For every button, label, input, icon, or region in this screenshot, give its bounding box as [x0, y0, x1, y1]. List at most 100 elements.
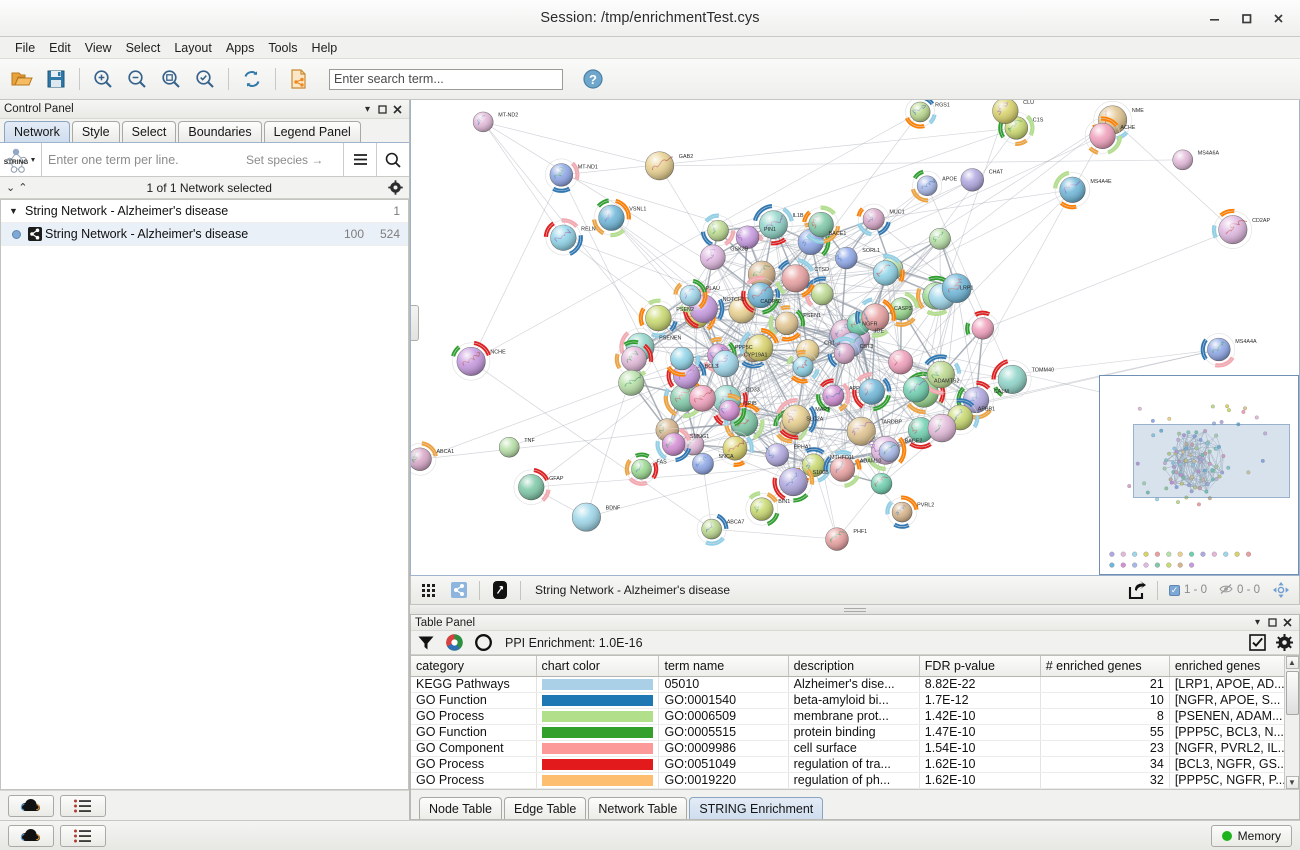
graph-node[interactable]: [1172, 149, 1194, 171]
graph-node[interactable]: [927, 413, 957, 443]
network-overview-panel[interactable]: [1099, 375, 1299, 575]
graph-node[interactable]: [543, 218, 583, 256]
table-row[interactable]: KEGG Pathways 05010 Alzheimer's dise... 8.8…: [411, 676, 1299, 693]
graph-node[interactable]: [888, 349, 914, 375]
network-view[interactable]: MT-ND2 MT-ND1 VSNL1 GAB2 RGS1 C1S CLU NME APOE CH…: [410, 100, 1300, 576]
zoom-fit-selected-icon[interactable]: [189, 63, 221, 95]
draw-mode-icon[interactable]: [486, 579, 514, 602]
tree-row-network[interactable]: String Network - Alzheimer's disease 100…: [1, 223, 408, 246]
maximize-button[interactable]: [1230, 6, 1262, 32]
network-tree[interactable]: ▼ String Network - Alzheimer's disease 1: [0, 199, 409, 790]
graph-node[interactable]: [786, 349, 820, 384]
table-row[interactable]: GO Process GO:0006509 membrane prot... 1.42…: [411, 708, 1299, 725]
string-logo-icon[interactable]: STRING: [0, 143, 42, 176]
graph-node[interactable]: [1053, 170, 1091, 210]
table-row[interactable]: GO Process GO:0033619membrane prot...1.93…: [411, 788, 1299, 789]
checkbox-icon[interactable]: [1249, 634, 1266, 651]
graph-node[interactable]: [846, 416, 876, 446]
table-body[interactable]: KEGG Pathways 05010 Alzheimer's dise... 8.8…: [411, 676, 1299, 789]
graph-node[interactable]: [745, 491, 780, 526]
table-row[interactable]: GO Process GO:0019220 regulation of ph... 1…: [411, 772, 1299, 789]
graph-node[interactable]: [728, 296, 756, 324]
tab-style[interactable]: Style: [71, 121, 120, 142]
search-input[interactable]: [334, 72, 558, 86]
column-enriched-genes[interactable]: enriched genes: [1169, 656, 1299, 677]
menu-file[interactable]: File: [15, 40, 36, 55]
donut-chart-icon[interactable]: [474, 633, 493, 652]
overview-viewport-rect[interactable]: [1133, 424, 1290, 498]
list-icon[interactable]: [60, 824, 106, 847]
export-network-icon[interactable]: [283, 63, 315, 95]
graph-node[interactable]: [804, 276, 839, 310]
export-image-icon[interactable]: [1123, 579, 1151, 602]
graph-node[interactable]: [513, 467, 551, 505]
cloud-icon[interactable]: [8, 824, 54, 847]
graph-node[interactable]: [718, 431, 754, 467]
graph-node[interactable]: [753, 203, 794, 246]
graph-node[interactable]: [765, 443, 789, 467]
table-row[interactable]: GO Process GO:0051049 regulation of tra...…: [411, 756, 1299, 773]
table-row[interactable]: GO Function GO:0005515 protein binding 1.47…: [411, 724, 1299, 741]
graph-node[interactable]: [992, 100, 1019, 124]
scroll-up-arrow[interactable]: ▲: [1285, 656, 1299, 670]
menu-edit[interactable]: Edit: [49, 40, 71, 55]
graph-node[interactable]: [825, 527, 849, 551]
expand-all-icon[interactable]: ⌃: [18, 182, 28, 194]
graph-node[interactable]: [816, 378, 851, 413]
chevron-down-icon[interactable]: ▾: [364, 103, 371, 115]
graph-node[interactable]: [904, 100, 937, 129]
graph-node[interactable]: [852, 372, 892, 412]
graph-node[interactable]: [545, 158, 580, 193]
close-icon[interactable]: [390, 102, 405, 117]
string-term-input-container[interactable]: Set species →: [42, 143, 343, 176]
graph-node[interactable]: [885, 495, 919, 529]
graph-node[interactable]: [739, 327, 779, 367]
graph-node[interactable]: [870, 473, 893, 495]
network-canvas[interactable]: MT-ND2 MT-ND1 VSNL1 GAB2 RGS1 C1S CLU NME APOE CH…: [411, 100, 1299, 575]
graph-node[interactable]: [692, 453, 714, 475]
graph-node[interactable]: [571, 502, 601, 532]
graph-node[interactable]: [1211, 208, 1252, 249]
scrollbar-thumb[interactable]: [1285, 671, 1299, 716]
tab-node-table[interactable]: Node Table: [419, 797, 503, 819]
graph-node[interactable]: [747, 260, 776, 289]
chevron-down-icon[interactable]: ▾: [1254, 617, 1261, 628]
filter-icon[interactable]: [417, 634, 435, 652]
graph-node[interactable]: [998, 111, 1035, 146]
graph-node[interactable]: [835, 246, 858, 270]
grid-view-icon[interactable]: [415, 579, 443, 602]
graph-node[interactable]: [823, 450, 862, 488]
zoom-fit-network-icon[interactable]: [155, 63, 187, 95]
cloud-icon[interactable]: [8, 794, 54, 817]
zoom-in-icon[interactable]: [87, 63, 119, 95]
menu-select[interactable]: Select: [125, 40, 161, 55]
gear-icon[interactable]: [388, 180, 403, 195]
set-species-label[interactable]: Set species →: [246, 152, 324, 167]
menu-layout[interactable]: Layout: [174, 40, 212, 55]
fit-content-icon[interactable]: [1267, 579, 1295, 602]
graph-node[interactable]: [735, 225, 760, 249]
enrichment-table[interactable]: category chart color term name descripti…: [411, 656, 1299, 789]
graph-node[interactable]: [645, 151, 675, 181]
graph-node[interactable]: [768, 305, 805, 342]
menu-view[interactable]: View: [84, 40, 112, 55]
graph-node[interactable]: [856, 203, 891, 237]
graph-node[interactable]: [618, 369, 645, 396]
close-icon[interactable]: [1280, 615, 1295, 630]
graph-node[interactable]: [592, 198, 631, 238]
refresh-icon[interactable]: [236, 63, 268, 95]
graph-node[interactable]: [624, 452, 659, 486]
graph-node[interactable]: [1200, 333, 1236, 368]
help-icon[interactable]: ?: [577, 63, 609, 95]
string-term-input[interactable]: [48, 152, 218, 167]
list-icon[interactable]: [60, 794, 106, 817]
graph-node[interactable]: [638, 298, 678, 338]
graph-node[interactable]: [665, 342, 701, 377]
menu-tools[interactable]: Tools: [268, 40, 298, 55]
graph-node[interactable]: [700, 244, 726, 270]
graph-node[interactable]: [451, 340, 491, 381]
tab-edge-table[interactable]: Edge Table: [504, 797, 587, 819]
column-fdr-pvalue[interactable]: FDR p-value: [919, 656, 1041, 677]
network-graph[interactable]: MT-ND2 MT-ND1 VSNL1 GAB2 RGS1 C1S CLU NME APOE CH…: [411, 100, 1299, 575]
graph-node[interactable]: [941, 273, 972, 303]
